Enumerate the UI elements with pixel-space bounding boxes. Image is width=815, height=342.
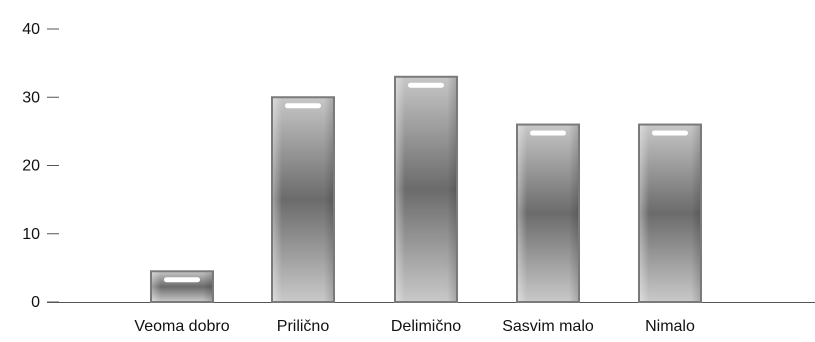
bar-shading [518, 125, 578, 301]
bar [394, 75, 458, 304]
x-axis-labels: Veoma dobro Prilično Delimično Sasvim malo N… [134, 318, 695, 335]
bar-highlight [164, 277, 200, 283]
x-tick-label: Delimično [391, 318, 461, 335]
x-tick-label: Nimalo [645, 318, 695, 335]
x-tick-label: Veoma dobro [134, 318, 229, 335]
bars-group [150, 75, 702, 304]
y-axis: 0 10 20 30 40 [22, 21, 59, 311]
y-tick-label: 0 [31, 294, 40, 311]
bar-shading [152, 272, 212, 301]
bar [271, 96, 335, 303]
x-tick-label: Prilično [277, 318, 330, 335]
bar [638, 123, 702, 303]
bar [150, 270, 214, 304]
y-tick-label: 40 [22, 21, 40, 38]
bar-shading [396, 77, 456, 302]
bar [516, 123, 580, 303]
y-tick-label: 10 [22, 226, 40, 243]
bar-highlight [652, 130, 688, 136]
bar-shading [640, 125, 700, 301]
bar-shading [273, 98, 333, 301]
y-tick-label: 20 [22, 158, 40, 175]
bar-highlight [408, 82, 444, 88]
bar-highlight [530, 130, 566, 136]
x-tick-label: Sasvim malo [502, 318, 594, 335]
bar-highlight [285, 103, 321, 109]
y-tick-label: 30 [22, 89, 40, 106]
